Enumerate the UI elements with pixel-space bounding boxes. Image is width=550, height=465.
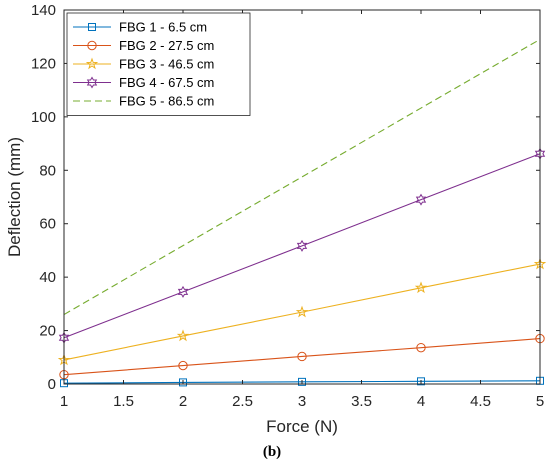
x-tick-label: 3 bbox=[298, 393, 306, 410]
legend-marker-1 bbox=[88, 23, 96, 31]
data-point-series-2 bbox=[297, 351, 307, 362]
legend: FBG 1 - 6.5 cm FBG 2 - 27.5 cm FBG 3 - 46.… bbox=[66, 12, 251, 116]
y-tick-label: 20 bbox=[39, 323, 56, 340]
y-tick-label: 60 bbox=[39, 216, 56, 233]
y-tick-label: 40 bbox=[39, 269, 56, 286]
y-tick-label: 0 bbox=[48, 376, 56, 393]
data-point-series-3 bbox=[414, 281, 428, 294]
y-tick-label: 80 bbox=[39, 162, 56, 179]
y-tick-label: 100 bbox=[31, 109, 56, 126]
x-tick-label: 2 bbox=[179, 393, 187, 410]
series-group-3 bbox=[57, 257, 547, 366]
data-point-series-1 bbox=[298, 377, 306, 386]
x-tick-label: 1.5 bbox=[113, 393, 134, 410]
data-point-series-4 bbox=[415, 193, 427, 206]
series-line-2 bbox=[63, 338, 541, 376]
data-point-series-2 bbox=[178, 360, 188, 371]
x-tick-label: 2.5 bbox=[232, 393, 253, 410]
data-point-series-3 bbox=[295, 305, 309, 318]
series-line-4 bbox=[63, 153, 541, 339]
ticks-layer: 1 1.5 2 2.5 3 3.5 4 4.5 5 0 20 40 60 80 100 120 140 bbox=[31, 2, 544, 410]
data-point-series-2 bbox=[416, 342, 426, 353]
x-tick-label: 4.5 bbox=[470, 393, 491, 410]
legend-label-2: FBG 2 - 27.5 cm bbox=[119, 38, 214, 53]
legend-label-3: FBG 3 - 46.5 cm bbox=[119, 57, 214, 72]
figure-caption: (b) bbox=[263, 444, 281, 460]
data-point-series-1 bbox=[179, 378, 187, 387]
legend-marker-3 bbox=[85, 57, 99, 70]
y-axis-label: Deflection (mm) bbox=[5, 137, 24, 257]
x-tick-label: 5 bbox=[536, 393, 544, 410]
x-tick-label: 3.5 bbox=[351, 393, 372, 410]
legend-marker-2 bbox=[87, 40, 97, 51]
series-group-4 bbox=[58, 147, 546, 344]
legend-label-1: FBG 1 - 6.5 cm bbox=[119, 20, 207, 35]
x-tick-label: 4 bbox=[417, 393, 425, 410]
legend-label-5: FBG 5 - 86.5 cm bbox=[119, 94, 214, 109]
x-axis-label: Force (N) bbox=[266, 417, 338, 436]
series-line-3 bbox=[63, 263, 541, 361]
legend-marker-4 bbox=[86, 76, 98, 89]
series-line-5 bbox=[63, 38, 541, 316]
data-point-series-4 bbox=[296, 239, 308, 252]
data-point-series-1 bbox=[417, 377, 425, 386]
y-tick-label: 120 bbox=[31, 55, 56, 72]
series-group-5 bbox=[63, 38, 541, 316]
legend-label-4: FBG 4 - 67.5 cm bbox=[119, 75, 214, 90]
data-point-series-3 bbox=[176, 329, 190, 342]
data-point-series-4 bbox=[177, 285, 189, 298]
x-tick-label: 1 bbox=[60, 393, 68, 410]
y-tick-label: 140 bbox=[31, 2, 56, 19]
